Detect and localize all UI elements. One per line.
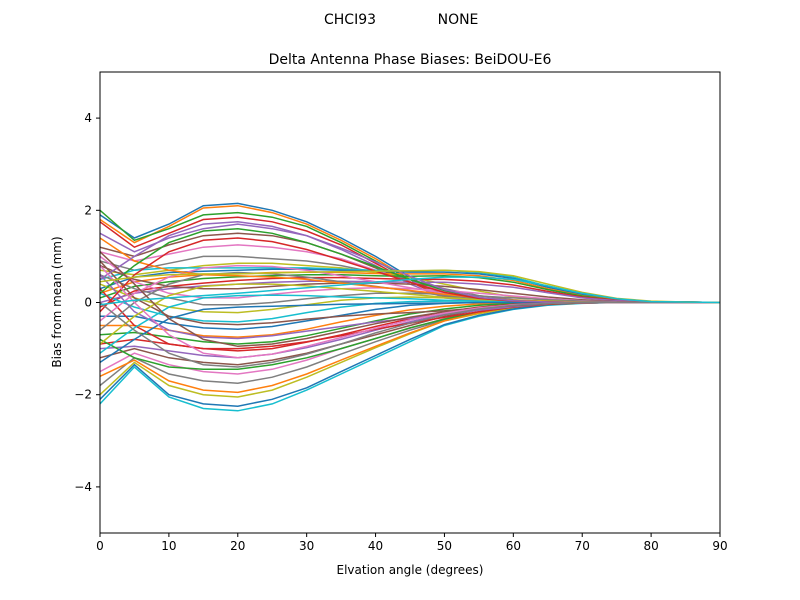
x-tick-label: 40 xyxy=(368,539,383,553)
suptitle-station: CHCI93 xyxy=(324,12,376,28)
series-line-s50 xyxy=(100,276,720,306)
x-axis-label: Elvation angle (degrees) xyxy=(337,563,484,577)
y-tick-label: −2 xyxy=(74,388,92,402)
series-line-s48 xyxy=(100,301,720,368)
x-tick-label: 70 xyxy=(575,539,590,553)
y-axis-label: Bias from mean (mm) xyxy=(50,236,64,367)
chart-title: Delta Antenna Phase Biases: BeiDOU-E6 xyxy=(269,52,552,68)
x-tick-label: 0 xyxy=(96,539,104,553)
x-tick-label: 60 xyxy=(506,539,521,553)
y-tick-label: 2 xyxy=(84,203,92,217)
x-tick-label: 30 xyxy=(299,539,314,553)
x-tick-label: 50 xyxy=(437,539,452,553)
series-layer xyxy=(100,202,720,412)
x-axis-ticks: 0 10 20 30 40 50 60 70 80 90 xyxy=(96,533,728,553)
x-tick-label: 10 xyxy=(161,539,176,553)
y-tick-label: 4 xyxy=(84,111,92,125)
x-tick-label: 90 xyxy=(712,539,727,553)
y-tick-label: 0 xyxy=(84,296,92,310)
x-tick-label: 20 xyxy=(230,539,245,553)
suptitle-radome: NONE xyxy=(438,12,479,28)
y-tick-label: −4 xyxy=(74,480,92,494)
y-axis-ticks: −4 −2 0 2 4 xyxy=(74,111,100,494)
x-tick-label: 80 xyxy=(643,539,658,553)
